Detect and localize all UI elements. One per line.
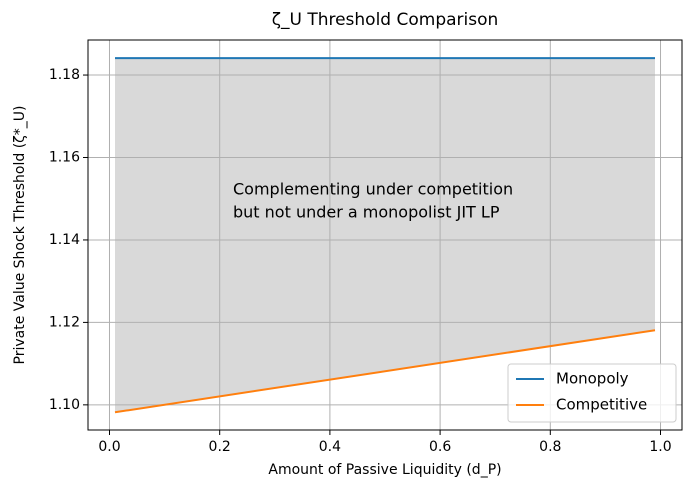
y-axis-label: Private Value Shock Threshold (ζ*_U) (12, 106, 28, 365)
y-tick-label: 1.16 (49, 149, 80, 165)
legend-box (507, 363, 677, 423)
y-tick-label: 1.12 (49, 314, 80, 330)
plot-frame (87, 39, 683, 431)
x-tick-label: 1.0 (649, 439, 671, 455)
x-tick-label: 0.0 (98, 439, 120, 455)
legend-label: Competitive (556, 396, 647, 414)
x-axis-label: Amount of Passive Liquidity (d_P) (268, 462, 501, 478)
x-tick-label: 0.4 (319, 439, 341, 455)
x-tick-label: 0.2 (209, 439, 231, 455)
x-tick-label: 0.8 (539, 439, 561, 455)
line-series (114, 329, 656, 414)
annotation: Complementing under competition (233, 180, 513, 199)
y-tick-label: 1.18 (49, 67, 80, 83)
y-tick-label: 1.14 (49, 232, 80, 248)
annotation: but not under a monopolist JIT LP (233, 203, 500, 222)
y-tick-label: 1.10 (49, 397, 80, 413)
x-tick-label: 0.6 (429, 439, 451, 455)
chart-title: ζ_U Threshold Comparison (272, 10, 499, 30)
fill-between (115, 58, 655, 413)
legend-label: Monopoly (556, 370, 629, 388)
